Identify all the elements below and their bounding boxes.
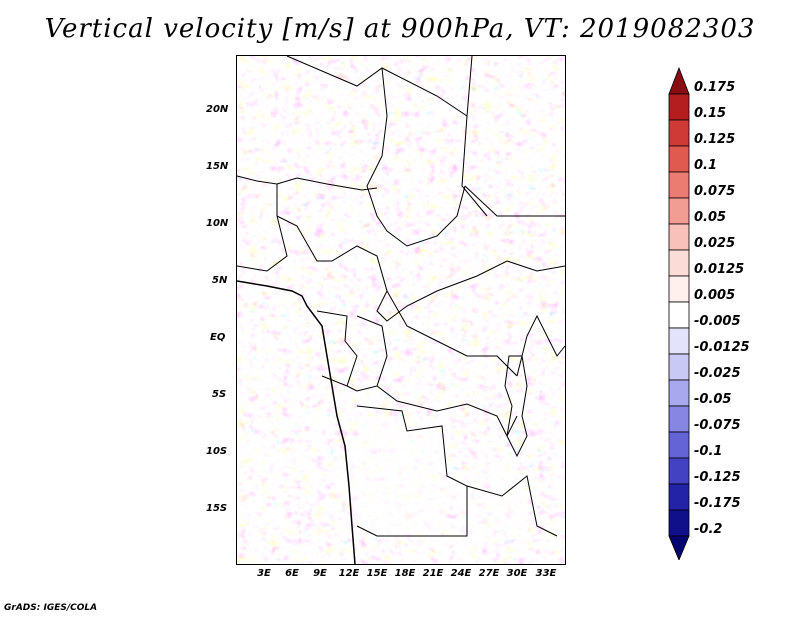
cameroon-border (276, 215, 565, 322)
colorbar-swatch (668, 275, 690, 303)
lat-label-eq: EQ (210, 332, 226, 343)
colorbar-swatch (668, 301, 690, 329)
lat-label-20n: 20N (206, 104, 229, 115)
tanzania-border (516, 314, 565, 377)
colorbar-label: -0.125 (694, 470, 741, 485)
colorbar-label: 0.1 (694, 158, 718, 173)
colorbar-label: 0.05 (694, 210, 727, 225)
grads-credit: GrADS: IGES/COLA (4, 603, 98, 613)
congo-border (346, 315, 388, 392)
colorbar-label: 0.075 (694, 184, 736, 199)
colorbar-label: -0.05 (694, 392, 732, 407)
country-borders (237, 56, 565, 537)
angola-border (356, 405, 468, 537)
sahel-border (276, 177, 378, 191)
nigeria-border (237, 175, 288, 272)
great-lakes (504, 355, 528, 458)
colorbar-label: 0.125 (694, 132, 736, 147)
colorbar-label: -0.075 (694, 418, 741, 433)
colorbar-label: 0.005 (694, 288, 736, 303)
map-title: Vertical velocity [m/s] at 900hPa, VT: 2… (44, 14, 756, 44)
colorbar-swatch (668, 93, 690, 121)
lat-label-10n: 10N (206, 218, 229, 229)
lon-label-15e: 15E (366, 568, 388, 579)
colorbar-swatch (668, 119, 690, 147)
lon-label-9e: 9E (313, 568, 327, 579)
colorbar-swatch (668, 327, 690, 355)
colorbar-swatch (668, 171, 690, 199)
map-panel (236, 55, 566, 565)
car-border (386, 290, 518, 377)
zambia-border (466, 475, 558, 537)
sudan-border (464, 56, 565, 217)
colorbar-swatch (668, 353, 690, 381)
colorbar-swatch (668, 405, 690, 433)
lon-label-24e: 24E (450, 568, 472, 579)
colorbar-swatch (668, 223, 690, 251)
colorbar-label: -0.1 (694, 444, 723, 459)
chad-border (366, 67, 466, 247)
colorbar-label: -0.175 (694, 496, 741, 511)
colorbar-label: 0.0125 (694, 262, 745, 277)
niger-border (286, 56, 488, 217)
lat-label-10s: 10S (206, 446, 228, 457)
colorbar-label: 0.175 (694, 80, 736, 95)
colorbar-label: 0.15 (694, 106, 727, 121)
colorbar-swatch (668, 509, 690, 537)
lon-label-6e: 6E (285, 568, 299, 579)
colorbar-swatch (668, 145, 690, 173)
colorbar-swatch (668, 483, 690, 511)
lat-label-5s: 5S (212, 389, 227, 400)
gabon-border (316, 310, 358, 387)
colorbar-label: -0.0125 (694, 340, 750, 355)
lon-label-18e: 18E (394, 568, 416, 579)
lat-label-5n: 5N (212, 275, 228, 286)
colorbar-bottom-arrow (668, 535, 690, 560)
colorbar (668, 66, 690, 560)
lon-label-27e: 27E (478, 568, 500, 579)
lon-label-12e: 12E (338, 568, 360, 579)
coastline (237, 280, 356, 564)
colorbar-swatch (668, 431, 690, 459)
colorbar-label: -0.025 (694, 366, 741, 381)
drc-border (376, 385, 518, 438)
lon-label-33e: 33E (535, 568, 557, 579)
colorbar-label: -0.005 (694, 314, 741, 329)
colorbar-swatch (668, 379, 690, 407)
lat-label-15n: 15N (206, 161, 229, 172)
velocity-field (237, 56, 565, 564)
lat-label-15s: 15S (206, 503, 228, 514)
colorbar-swatch (668, 197, 690, 225)
lon-label-3e: 3E (257, 568, 271, 579)
colorbar-label: -0.2 (694, 522, 723, 537)
colorbar-swatch (668, 457, 690, 485)
lon-label-30e: 30E (506, 568, 528, 579)
colorbar-label: 0.025 (694, 236, 736, 251)
lon-label-21e: 21E (422, 568, 444, 579)
colorbar-swatch (668, 249, 690, 277)
colorbar-top-arrow (668, 66, 690, 95)
